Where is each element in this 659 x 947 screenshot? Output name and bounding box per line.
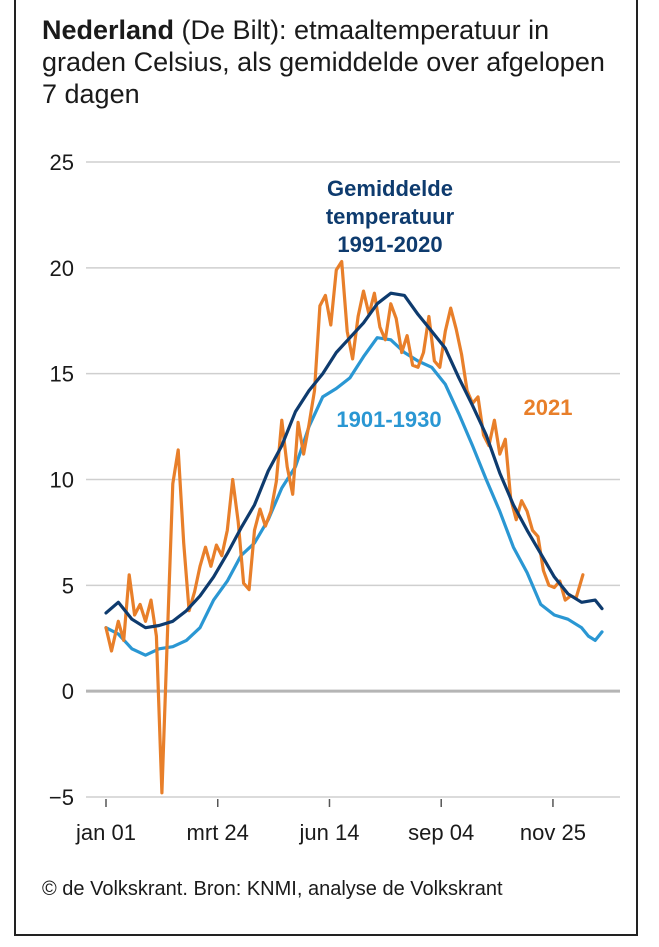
y-tick-label-25: 25 — [50, 150, 74, 175]
y-tick-label-15: 15 — [50, 362, 74, 387]
x-tick-label-1: mrt 24 — [187, 820, 249, 845]
series-label-1901-1930-0: 1901-1930 — [336, 407, 441, 432]
x-tick-label-4: nov 25 — [520, 820, 586, 845]
y-tick-label-5: 5 — [62, 573, 74, 598]
title-rest: (De Bilt): etmaaltemperatuur in graden C… — [42, 15, 605, 109]
chart-frame — [14, 0, 638, 936]
series-line-1991-2020 — [104, 291, 604, 630]
series-label-1991-2020-1: temperatuur — [326, 204, 455, 229]
series-label-1991-2020-0: Gemiddelde — [327, 176, 453, 201]
x-tick-label-2: jun 14 — [298, 820, 359, 845]
series-line-2021 — [104, 259, 585, 795]
series-label-2021-0: 2021 — [524, 395, 573, 420]
y-tick-label--5: −5 — [49, 785, 74, 810]
x-tick-label-3: sep 04 — [408, 820, 474, 845]
title-bold: Nederland — [42, 15, 175, 45]
y-tick-label-20: 20 — [50, 256, 74, 281]
source-note: © de Volkskrant. Bron: KNMI, analyse de … — [42, 878, 503, 900]
series-label-1991-2020-2: 1991-2020 — [337, 232, 442, 257]
chart-title: Nederland (De Bilt): etmaaltemperatuur i… — [42, 14, 622, 110]
y-tick-label-0: 0 — [62, 679, 74, 704]
x-tick-label-0: jan 01 — [75, 820, 136, 845]
y-tick-label-10: 10 — [50, 468, 74, 493]
series-line-1901-1930 — [104, 336, 604, 657]
